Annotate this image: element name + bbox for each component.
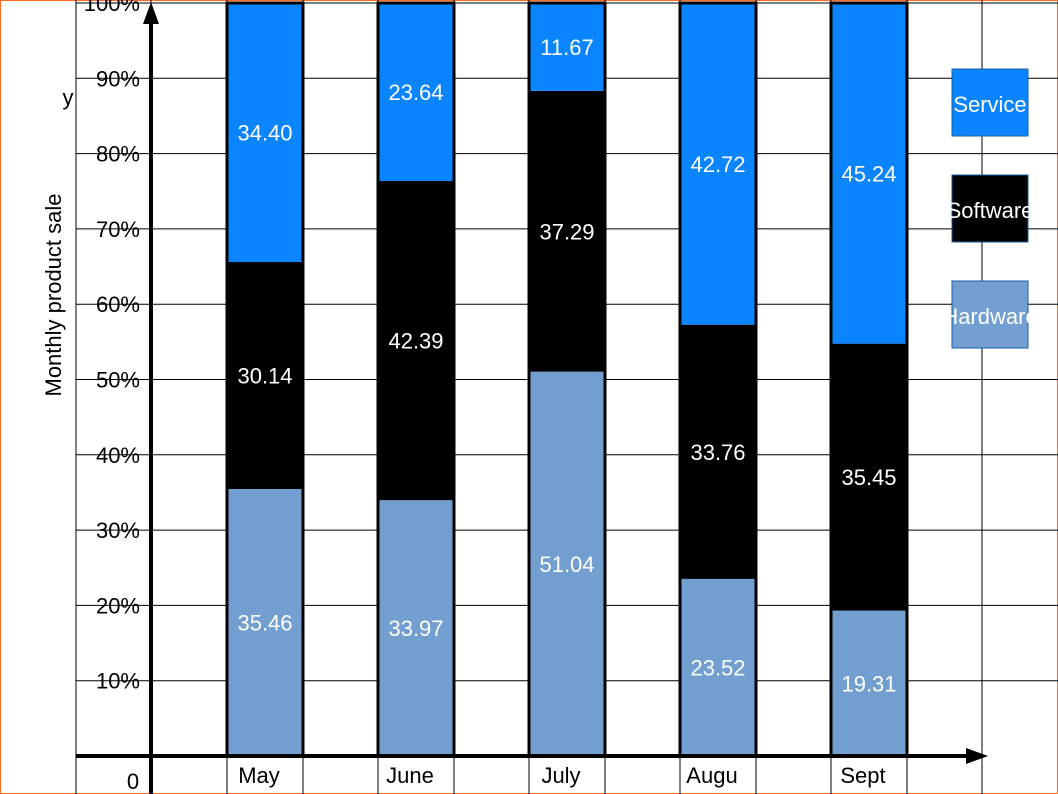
- y-tick-label: 20%: [96, 593, 140, 618]
- bar-segment: [228, 488, 302, 756]
- legend-label: Service: [953, 92, 1026, 117]
- data-label: 35.45: [841, 465, 896, 490]
- data-label: 35.46: [237, 610, 292, 635]
- data-label: 33.76: [690, 440, 745, 465]
- data-label: 34.40: [237, 121, 292, 146]
- data-label: 33.97: [388, 616, 443, 641]
- legend-label: Software: [947, 198, 1034, 223]
- x-tick-label: Augu: [686, 763, 737, 788]
- origin-label: 0: [127, 769, 139, 794]
- bar-segment: [228, 262, 302, 489]
- bar-segment: [530, 371, 604, 756]
- y-tick-label: 30%: [96, 518, 140, 543]
- legend-label: Hardware: [942, 304, 1037, 329]
- legend-swatch: [951, 280, 1029, 349]
- y-axis-title: Monthly product sale: [41, 194, 66, 397]
- y-axis-letter: y: [63, 85, 74, 110]
- y-tick-label: 80%: [96, 142, 140, 167]
- bar-segment: [832, 3, 906, 344]
- data-label: 42.72: [690, 152, 745, 177]
- data-label: 45.24: [841, 161, 896, 186]
- y-tick-label: 40%: [96, 443, 140, 468]
- bar-segment: [832, 610, 906, 756]
- bar-segment: [530, 3, 604, 91]
- x-tick-label: May: [238, 763, 280, 788]
- y-tick-label: 50%: [96, 368, 140, 393]
- data-label: 23.64: [388, 80, 443, 105]
- bar-segment: [681, 578, 755, 756]
- labels: 35.46 30.14 34.40 May 33.97 42.39 23.64 June 51.…: [84, 0, 897, 788]
- data-label: 23.52: [690, 655, 745, 680]
- data-label: 42.39: [388, 329, 443, 354]
- legend-swatch: [951, 174, 1029, 243]
- data-label: 11.67: [540, 35, 593, 60]
- x-tick-label: Sept: [840, 763, 885, 788]
- legend: Service Software Hardware: [942, 68, 1038, 349]
- data-label: 37.29: [539, 219, 594, 244]
- legend-swatch: [951, 68, 1029, 137]
- bar-segment: [681, 3, 755, 325]
- y-tick-label: 100%: [84, 0, 140, 16]
- bar-segment: [832, 343, 906, 611]
- bar-segment: [681, 324, 755, 579]
- y-axis-arrow: [143, 2, 159, 24]
- axes: [76, 2, 988, 794]
- bars: [225, 1, 909, 758]
- bar-segment: [228, 3, 302, 263]
- data-label: 51.04: [539, 552, 594, 577]
- bar-segment: [379, 181, 453, 501]
- bar-segment: [379, 3, 453, 182]
- y-tick-label: 70%: [96, 217, 140, 242]
- bar-segment: [530, 90, 604, 372]
- y-tick-label: 90%: [96, 66, 140, 91]
- x-tick-label: July: [541, 763, 580, 788]
- x-axis-arrow: [966, 748, 988, 764]
- x-tick-label: June: [386, 763, 434, 788]
- y-tick-label: 10%: [96, 669, 140, 694]
- data-label: 30.14: [237, 364, 292, 389]
- bar-segment: [379, 500, 453, 756]
- y-tick-label: 60%: [96, 292, 140, 317]
- data-label: 19.31: [841, 671, 896, 696]
